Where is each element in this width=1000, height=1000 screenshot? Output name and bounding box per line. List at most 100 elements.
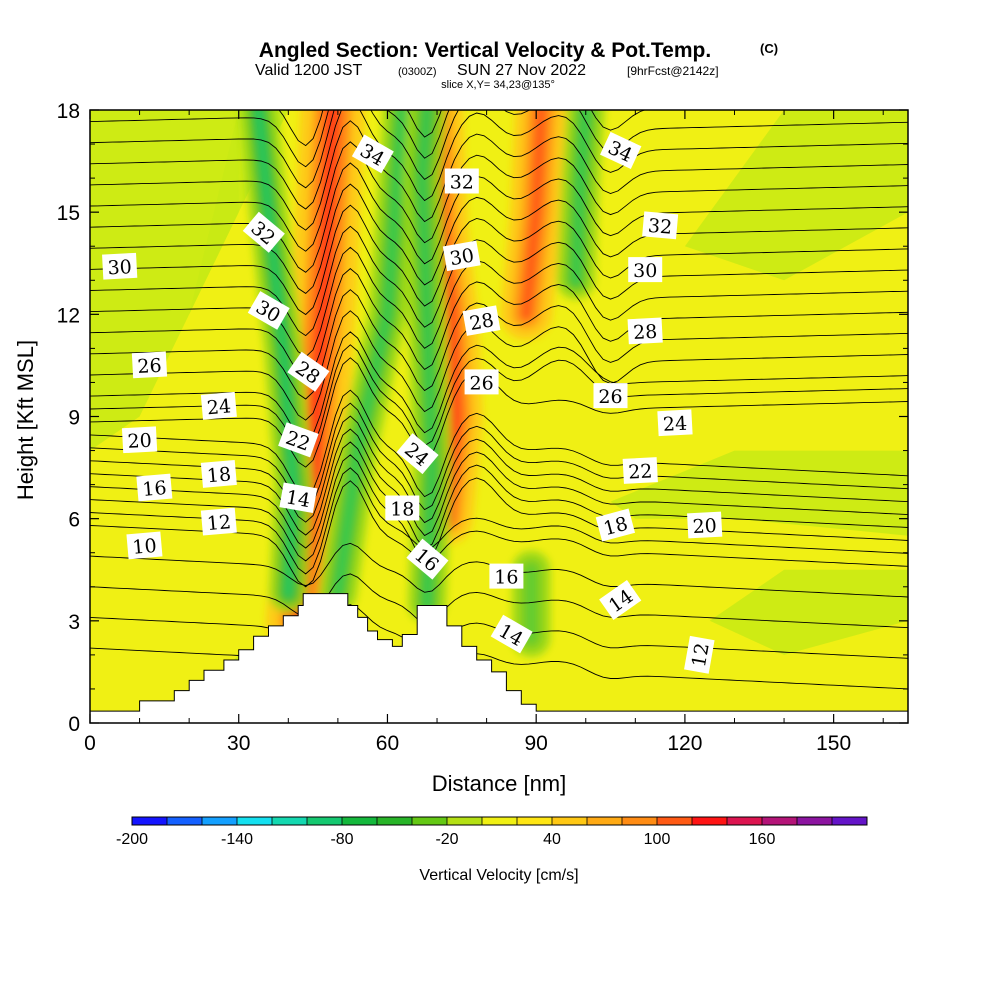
colorbar-swatch: [167, 817, 203, 825]
colorbar-swatch: [307, 817, 343, 825]
contour-label: 22: [622, 457, 658, 484]
contour-label-text: 16: [141, 477, 167, 501]
contour-label-box: [657, 409, 693, 437]
colorbar-swatch: [447, 817, 483, 825]
colorbar-swatch: [517, 817, 553, 825]
contour-label-text: 32: [647, 215, 673, 239]
theta-contour-line: [90, 110, 908, 210]
theta-contour-line: [90, 441, 908, 549]
velocity-band-core: [332, 110, 408, 599]
contour-label: 16: [406, 538, 449, 580]
contour-label-text: 16: [494, 567, 518, 589]
contour-label-box: [200, 391, 237, 420]
contour-label: 20: [121, 426, 158, 454]
contour-label: 28: [462, 305, 501, 336]
contour-label-box: [489, 563, 524, 589]
theta-contour-line: [90, 120, 908, 231]
x-axis: 0 30 60 90 120 150: [84, 110, 884, 755]
x-tick-label: 30: [227, 732, 250, 755]
contour-label-box: [278, 422, 319, 458]
contour-label-box: [600, 131, 642, 169]
contour-label: 18: [595, 508, 636, 542]
chart-title: Angled Section: Vertical Velocity & Pot.…: [259, 39, 711, 62]
contour-label: 16: [136, 473, 173, 502]
theta-contour-line: [90, 573, 908, 629]
contour-label-box: [687, 511, 723, 539]
contour-label: 26: [464, 369, 499, 395]
contour-label: 26: [593, 383, 628, 409]
contour-label-box: [126, 531, 163, 560]
contour-label-box: [247, 291, 290, 330]
contour-label: 16: [489, 563, 524, 589]
x-axis-label: Distance [nm]: [432, 771, 567, 796]
theta-contour-line: [90, 454, 908, 562]
y-tick-label: 3: [68, 611, 80, 634]
contour-label-box: [490, 614, 533, 654]
contour-label-box: [396, 433, 439, 475]
velocity-band-core: [570, 110, 591, 286]
contour-label: 18: [200, 459, 237, 488]
velocity-weak-region: [709, 569, 908, 655]
colorbar-swatch: [552, 817, 588, 825]
contour-label-box: [351, 134, 394, 174]
colorbar-swatch: [692, 817, 728, 825]
contour-label-text: 28: [468, 309, 496, 335]
contour-label-text: 10: [132, 535, 158, 559]
contour-label-text: 30: [633, 260, 657, 282]
colorbar-swatch: [202, 817, 238, 825]
contour-label-text: 14: [284, 486, 312, 512]
contour-label-box: [595, 508, 636, 542]
theta-contour-line: [90, 634, 908, 690]
colorbar-swatch: [762, 817, 798, 825]
subtitle-date: SUN 27 Nov 2022: [457, 62, 586, 79]
colorbar-swatch: [587, 817, 623, 825]
contour-label-box: [462, 305, 501, 336]
y-tick-label: 12: [57, 304, 80, 327]
x-tick-label: 0: [84, 732, 96, 755]
contour-label-text: 20: [127, 430, 152, 453]
y-tick-label: 0: [68, 713, 80, 736]
subtitle-prefix: Valid 1200 JST: [255, 62, 363, 79]
contour-label-box: [684, 635, 715, 674]
contour-label: 12: [684, 635, 715, 674]
colorbar-tick-label: 100: [644, 831, 671, 848]
theta-contour-line: [90, 204, 908, 316]
contour-label-text: 12: [206, 511, 232, 535]
velocity-weak-region: [189, 110, 289, 315]
colorbar-swatch: [797, 817, 833, 825]
contour-label: 32: [642, 211, 679, 240]
contour-label-text: 26: [598, 386, 622, 408]
theta-contour-line: [90, 402, 908, 511]
contour-label-box: [121, 426, 158, 454]
terrain-silhouette: [90, 593, 908, 723]
contour-label-text: 32: [450, 172, 474, 194]
colorbar-swatch: [727, 817, 763, 825]
y-tick-label: 15: [57, 202, 80, 225]
theta-contour-line: [90, 289, 908, 400]
colorbar-swatch: [832, 817, 868, 825]
colorbar-swatch: [657, 817, 693, 825]
subtitle-utc: (0300Z): [398, 66, 437, 78]
contour-label: 24: [200, 391, 237, 420]
colorbar-swatch: [342, 817, 378, 825]
contour-label-box: [279, 482, 318, 513]
contour-label-box: [385, 495, 420, 521]
y-tick-label: 6: [68, 509, 80, 532]
contour-label-text: 24: [662, 413, 687, 436]
contour-label-text: 26: [470, 372, 494, 394]
theta-contour-line: [90, 389, 908, 498]
contour-label-box: [131, 351, 168, 379]
velocity-weak-region: [90, 110, 239, 570]
contour-label-box: [242, 211, 285, 253]
contour-label-text: 26: [137, 355, 162, 378]
theta-contour-line: [90, 110, 647, 168]
contour-label: 24: [657, 409, 693, 437]
colorbar-tick-label: -80: [330, 831, 353, 848]
contour-label: 12: [200, 507, 237, 536]
velocity-weak-region: [684, 110, 908, 281]
contour-label-text: 24: [206, 395, 232, 419]
theta-contour-line: [90, 162, 908, 273]
theta-contour-line: [90, 268, 908, 379]
contour-label-text: 28: [633, 321, 658, 344]
colorbar-frame: [131, 816, 868, 826]
